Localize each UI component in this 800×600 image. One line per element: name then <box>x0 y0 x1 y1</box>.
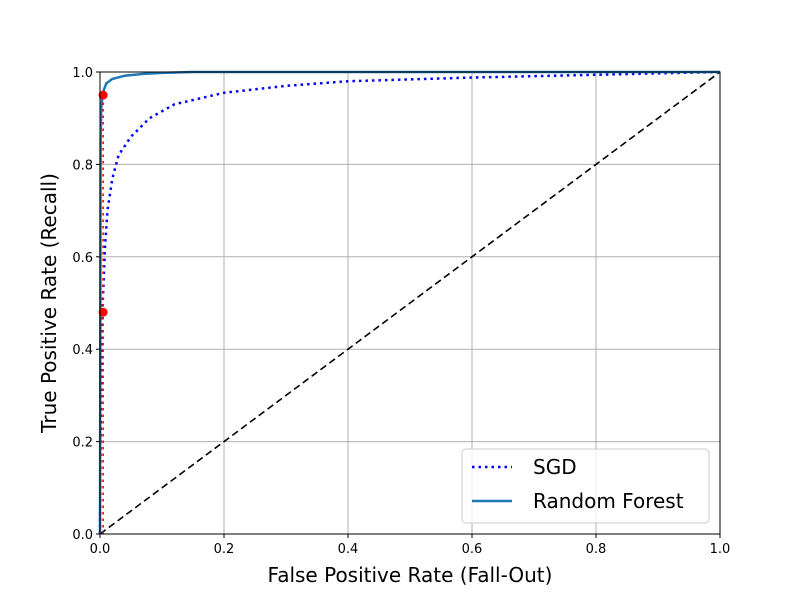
series-line-sgd <box>98 70 721 535</box>
threshold-marker <box>98 90 108 100</box>
x-tick-label: 1.0 <box>710 542 731 557</box>
x-tick-label: 0.4 <box>338 542 359 557</box>
legend-label-sgd: SGD <box>533 455 577 479</box>
x-tick-label: 0.6 <box>462 542 483 557</box>
series-line-diagonal <box>99 71 721 535</box>
plot-frame <box>99 71 721 535</box>
legend: SGD Random Forest <box>461 448 710 524</box>
threshold-marker <box>98 307 108 317</box>
x-tick-label: 0.0 <box>90 542 111 557</box>
y-tick-label: 0.6 <box>72 251 93 266</box>
y-axis-label: True Positive Rate (Recall) <box>37 173 61 434</box>
x-tick-label: 0.8 <box>586 542 607 557</box>
x-axis-label: False Positive Rate (Fall-Out) <box>268 563 553 587</box>
y-tick-label: 1.0 <box>72 66 93 81</box>
legend-box <box>461 448 710 524</box>
y-axis-ticks: 0.0 0.2 0.4 0.6 0.8 1.0 <box>72 66 100 543</box>
x-tick-label: 0.2 <box>214 542 235 557</box>
y-tick-label: 0.0 <box>72 528 93 543</box>
y-tick-label: 0.4 <box>72 343 93 358</box>
threshold-markers <box>98 90 108 317</box>
x-axis-ticks: 0.0 0.2 0.4 0.6 0.8 1.0 <box>90 534 731 557</box>
y-tick-label: 0.2 <box>72 436 93 451</box>
legend-label-random-forest: Random Forest <box>533 489 684 513</box>
y-tick-label: 0.8 <box>72 158 93 173</box>
